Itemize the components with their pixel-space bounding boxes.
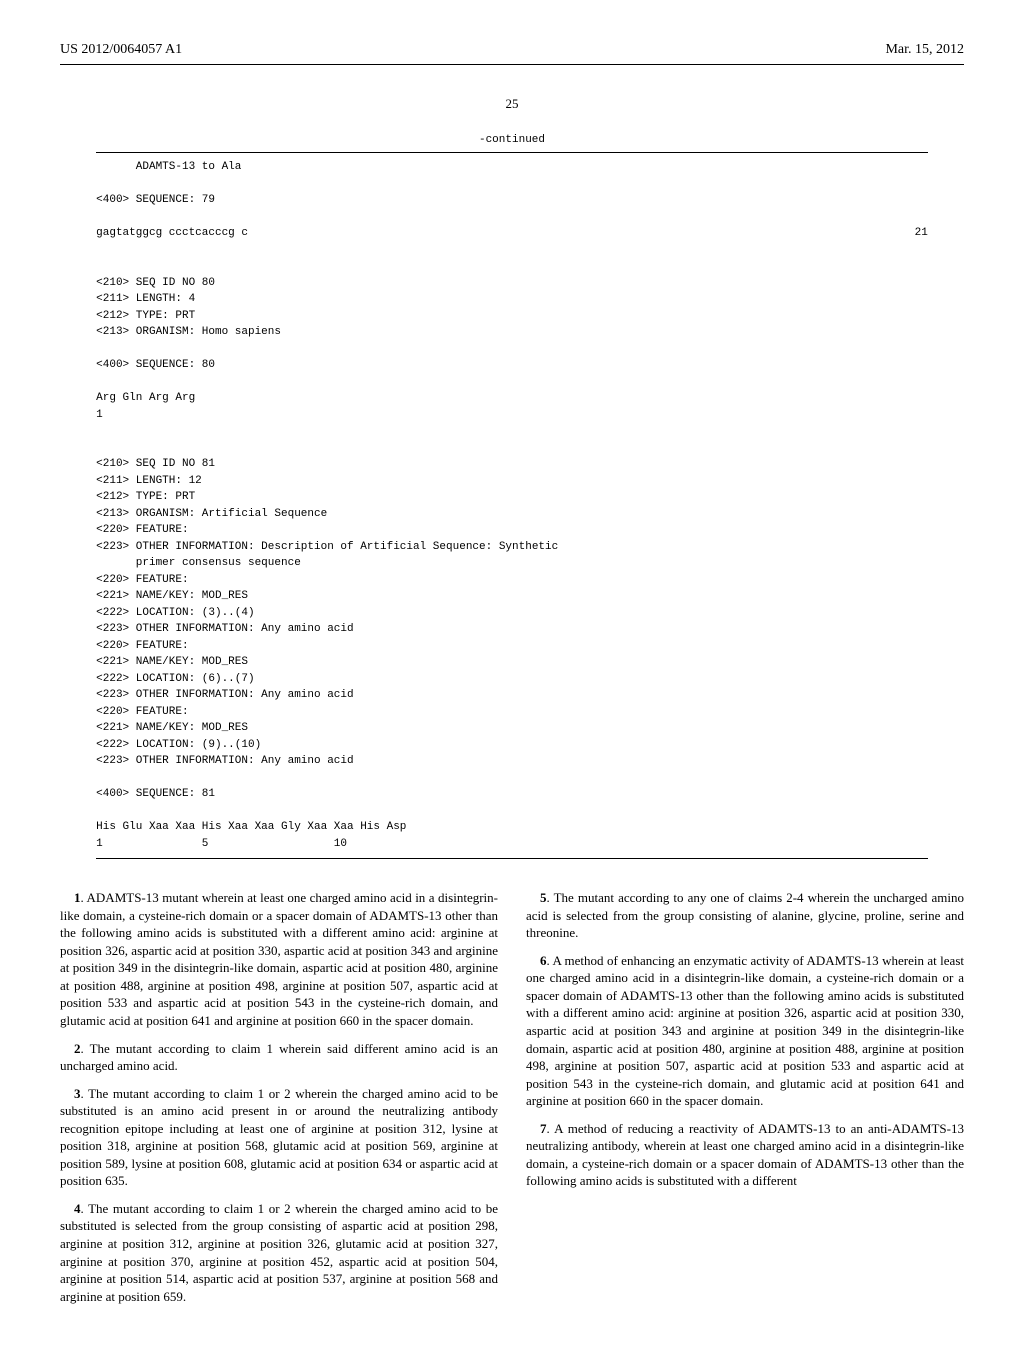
claim-text: . ADAMTS-13 mutant wherein at least one … — [60, 890, 498, 1028]
page-number: 25 — [60, 95, 964, 113]
claim-6: 6. A method of enhancing an enzymatic ac… — [526, 952, 964, 1110]
seq79-sequence: gagtatggcg ccctcacccg c — [96, 225, 248, 242]
claim-text: . A method of reducing a reactivity of A… — [526, 1121, 964, 1189]
claim-3: 3. The mutant according to claim 1 or 2 … — [60, 1085, 498, 1190]
seq-listing-part2: <210> SEQ ID NO 80 <211> LENGTH: 4 <212>… — [96, 277, 558, 850]
claim-text: . The mutant according to claim 1 or 2 w… — [60, 1086, 498, 1189]
continued-label: -continued — [60, 133, 964, 148]
seq-listing-part1: ADAMTS-13 to Ala <400> SEQUENCE: 79 — [96, 161, 241, 206]
claim-text: . The mutant according to claim 1 wherei… — [60, 1041, 498, 1074]
claim-2: 2. The mutant according to claim 1 where… — [60, 1040, 498, 1075]
seq79-length: 21 — [915, 225, 928, 242]
claim-text: . A method of enhancing an enzymatic act… — [526, 953, 964, 1108]
claim-5: 5. The mutant according to any one of cl… — [526, 889, 964, 942]
claim-text: . The mutant according to claim 1 or 2 w… — [60, 1201, 498, 1304]
claim-text: . The mutant according to any one of cla… — [526, 890, 964, 940]
claim-1: 1. ADAMTS-13 mutant wherein at least one… — [60, 889, 498, 1029]
claims-section: 1. ADAMTS-13 mutant wherein at least one… — [60, 889, 964, 1305]
sequence-listing-block: ADAMTS-13 to Ala <400> SEQUENCE: 79 gagt… — [96, 152, 928, 859]
doc-date: Mar. 15, 2012 — [885, 40, 964, 60]
doc-number: US 2012/0064057 A1 — [60, 40, 182, 60]
claim-4: 4. The mutant according to claim 1 or 2 … — [60, 1200, 498, 1305]
claim-7: 7. A method of reducing a reactivity of … — [526, 1120, 964, 1190]
page-header: US 2012/0064057 A1 Mar. 15, 2012 — [60, 40, 964, 65]
